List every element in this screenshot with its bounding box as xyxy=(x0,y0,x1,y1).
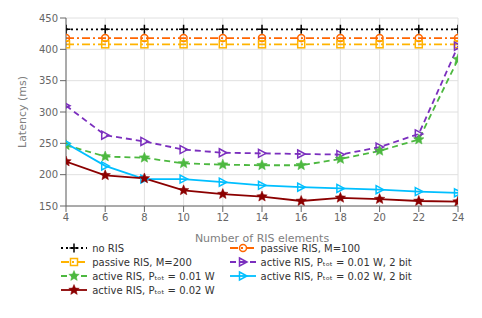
svg-text:22: 22 xyxy=(412,212,425,223)
html-text:active RIS, Pₜₒₜ = 0.01 W: active RIS, Pₜₒₜ = 0.01 W xyxy=(92,270,215,282)
svg-text:150: 150 xyxy=(39,201,58,212)
svg-text:400: 400 xyxy=(39,44,58,55)
svg-text:12: 12 xyxy=(216,212,229,223)
svg-text:200: 200 xyxy=(39,169,58,180)
html-text:passive RIS, M=200: passive RIS, M=200 xyxy=(92,256,192,268)
svg-text:18: 18 xyxy=(334,212,347,223)
svg-text:24: 24 xyxy=(452,212,465,223)
svg-text:10: 10 xyxy=(177,212,190,223)
html-text:active RIS, Pₜₒₜ = 0.02 W: active RIS, Pₜₒₜ = 0.02 W xyxy=(92,284,215,296)
html-text:active RIS, Pₜₒₜ = 0.01 W, 2 b: active RIS, Pₜₒₜ = 0.01 W, 2 bit xyxy=(260,256,412,268)
svg-text:250: 250 xyxy=(39,138,58,149)
svg-text:16: 16 xyxy=(295,212,308,223)
svg-text:4: 4 xyxy=(63,212,69,223)
svg-text:6: 6 xyxy=(102,212,108,223)
html-text:no RIS: no RIS xyxy=(92,242,125,254)
html-text:passive RIS, M=100: passive RIS, M=100 xyxy=(260,242,361,254)
svg-text:300: 300 xyxy=(39,107,58,118)
svg-text:14: 14 xyxy=(256,212,269,223)
html-text:active RIS, Pₜₒₜ = 0.02 W, 2 b: active RIS, Pₜₒₜ = 0.02 W, 2 bit xyxy=(260,270,412,282)
svg-text:350: 350 xyxy=(39,75,58,86)
svg-text:450: 450 xyxy=(39,13,58,24)
svg-text:Latency (ms): Latency (ms) xyxy=(16,76,29,148)
svg-text:20: 20 xyxy=(373,212,386,223)
svg-text:Number of RIS elements: Number of RIS elements xyxy=(195,232,330,245)
svg-text:8: 8 xyxy=(141,212,147,223)
